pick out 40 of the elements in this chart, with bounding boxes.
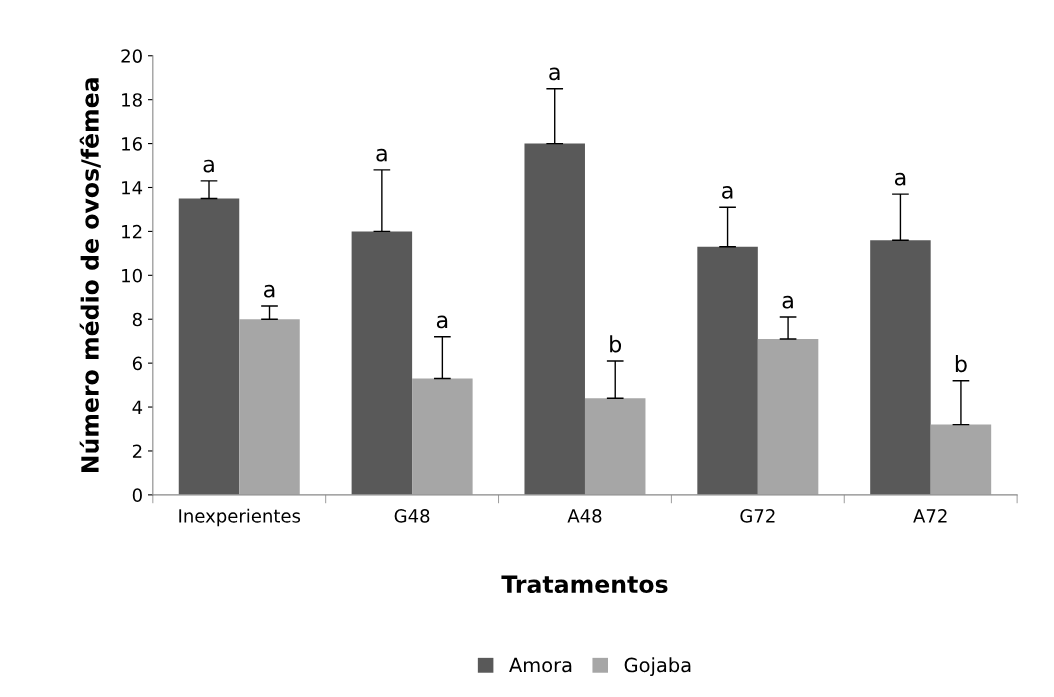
legend-label: Amora — [509, 657, 572, 673]
bar — [524, 143, 585, 495]
bar — [584, 398, 646, 495]
data-label: a — [376, 148, 387, 162]
data-label: a — [203, 159, 214, 173]
x-tick-label: G48 — [394, 509, 430, 523]
bar — [757, 338, 819, 495]
data-label: a — [436, 315, 448, 329]
y-tick-label: 18 — [122, 93, 142, 107]
y-tick-label: 10 — [122, 268, 142, 283]
x-tick-label: Inexperientes — [179, 508, 301, 527]
x-tick-label: A48 — [567, 509, 602, 523]
y-tick-label: 2 — [132, 444, 142, 458]
legend-label: Gojaba — [624, 657, 691, 677]
y-tick-label: 6 — [132, 356, 142, 371]
data-label: b — [955, 355, 967, 373]
y-tick-label: 8 — [132, 312, 142, 327]
data-label: a — [894, 172, 906, 186]
bar — [870, 240, 931, 495]
y-tick-label: 12 — [122, 224, 142, 239]
y-tick-label: 14 — [122, 181, 143, 195]
bar — [412, 378, 473, 495]
bar — [239, 319, 300, 495]
bar — [697, 246, 758, 495]
x-tick-label: G72 — [740, 509, 775, 523]
x-tick-label: A72 — [913, 509, 947, 523]
x-axis-title: Tratamentos — [501, 575, 668, 594]
data-label: b — [610, 335, 622, 353]
data-label: a — [722, 186, 733, 199]
y-tick-label: 0 — [132, 488, 142, 502]
data-label: a — [264, 284, 275, 298]
data-label: a — [549, 67, 560, 81]
data-label: a — [782, 295, 793, 309]
bar — [930, 424, 992, 495]
y-tick-label: 16 — [122, 137, 142, 151]
bar — [178, 198, 240, 495]
y-tick-label: 4 — [132, 400, 143, 414]
bar — [351, 231, 413, 495]
y-axis-title: Número médio de ovos/fêmea — [79, 78, 101, 473]
y-tick-label: 20 — [121, 49, 142, 63]
